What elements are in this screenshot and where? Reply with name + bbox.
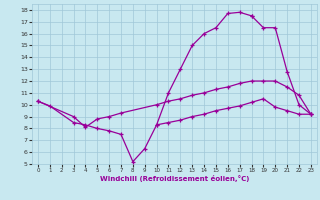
X-axis label: Windchill (Refroidissement éolien,°C): Windchill (Refroidissement éolien,°C): [100, 175, 249, 182]
